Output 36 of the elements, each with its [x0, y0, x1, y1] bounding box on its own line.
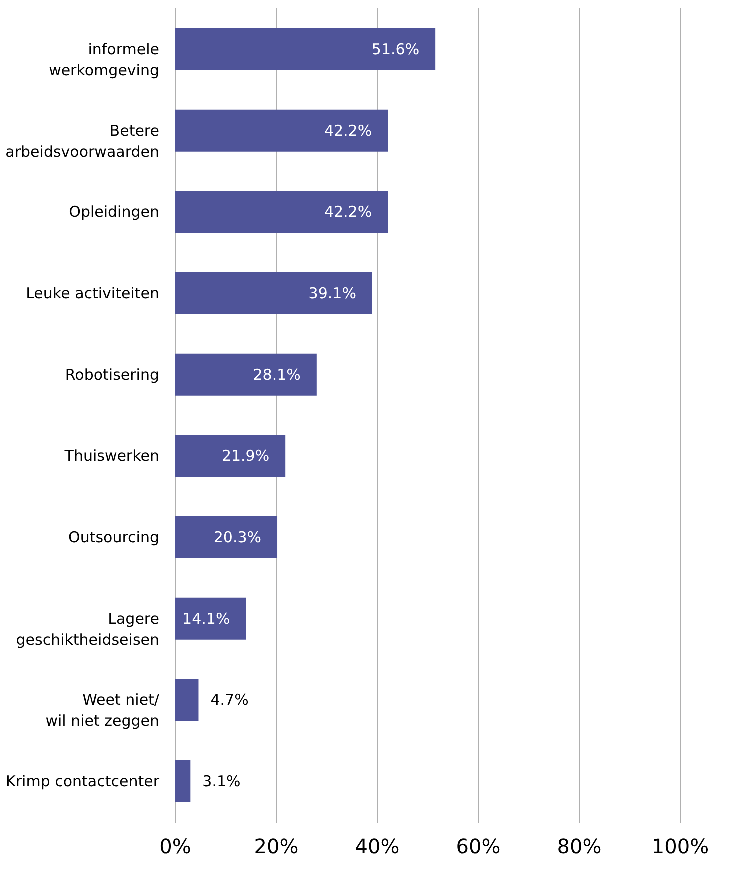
data-label: 42.2% — [324, 122, 372, 140]
bar — [175, 679, 199, 722]
data-label: 39.1% — [308, 284, 356, 302]
data-label: 51.6% — [372, 40, 420, 58]
data-label: 20.3% — [214, 528, 262, 547]
data-label: 21.9% — [222, 447, 270, 466]
x-tick-label: 80% — [557, 834, 602, 858]
x-tick-label: 0% — [160, 834, 192, 858]
bar — [175, 516, 278, 559]
y-tick-label: informele werkomgeving — [49, 40, 160, 80]
x-tick-label: 60% — [456, 834, 501, 858]
y-tick-label: Outsourcing — [68, 528, 160, 547]
bar — [175, 435, 286, 478]
bar — [175, 354, 317, 396]
x-tick-label: 100% — [652, 834, 710, 858]
bar — [175, 110, 388, 152]
data-label: 14.1% — [182, 610, 230, 628]
bar — [175, 760, 191, 803]
y-tick-label: Leuke activiteiten — [26, 284, 160, 302]
x-tick-label: 40% — [355, 834, 400, 858]
y-tick-label: Krimp contactcenter — [6, 772, 160, 791]
bar — [175, 272, 372, 314]
bar — [175, 191, 388, 234]
data-label: 4.7% — [210, 691, 249, 710]
y-tick-label: Betere arbeidsvoorwaarden — [6, 122, 160, 161]
y-tick-label: Lagere geschiktheidseisen — [16, 610, 160, 649]
y-tick-label: Opleidingen — [69, 203, 160, 222]
y-tick-label: Weet niet/ wil niet zeggen — [46, 691, 160, 730]
data-label: 42.2% — [324, 203, 372, 222]
bar — [175, 28, 436, 70]
data-label: 28.1% — [253, 366, 301, 384]
y-tick-label: Robotisering — [65, 366, 160, 384]
data-label: 3.1% — [202, 772, 241, 791]
y-tick-label: Thuiswerken — [64, 447, 160, 466]
x-tick-label: 20% — [254, 834, 299, 858]
bar — [175, 598, 246, 640]
